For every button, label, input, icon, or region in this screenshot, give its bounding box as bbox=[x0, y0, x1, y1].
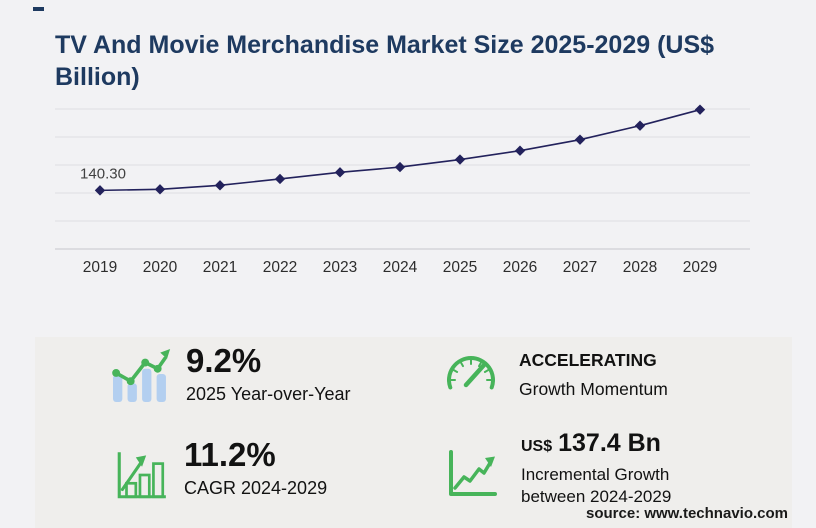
chart-area: 2019 2020 2021 2022 2023 2024 2025 2026 2027 2028… bbox=[0, 80, 816, 280]
svg-text:2025: 2025 bbox=[443, 259, 477, 276]
svg-text:2022: 2022 bbox=[263, 259, 297, 276]
momentum-value: ACCELERATING bbox=[519, 350, 657, 370]
incremental-label-line2: between 2024-2029 bbox=[521, 487, 672, 507]
svg-text:140.30: 140.30 bbox=[80, 165, 126, 182]
svg-text:2021: 2021 bbox=[203, 259, 237, 276]
svg-text:2024: 2024 bbox=[383, 259, 418, 276]
svg-text:2029: 2029 bbox=[683, 259, 717, 276]
growth-bars-icon bbox=[108, 348, 172, 402]
cagr-label: CAGR 2024-2029 bbox=[184, 477, 328, 498]
stat-momentum: ACCELERATING Growth Momentum bbox=[443, 350, 668, 400]
incremental-value: 137.4 Bn bbox=[558, 429, 661, 457]
cagr-value: 11.2% bbox=[184, 436, 276, 473]
incremental-label-line1: Incremental Growth bbox=[521, 464, 670, 484]
logo-fragment bbox=[33, 7, 44, 11]
speedometer-icon bbox=[443, 350, 499, 398]
svg-text:2026: 2026 bbox=[503, 259, 537, 276]
bar-chart-growth-icon bbox=[112, 446, 170, 504]
momentum-label: Growth Momentum bbox=[519, 379, 668, 399]
stat-yoy-growth: 9.2% 2025 Year-over-Year bbox=[108, 342, 351, 405]
svg-text:2028: 2028 bbox=[623, 259, 657, 276]
page-title: TV And Movie Merchandise Market Size 202… bbox=[55, 30, 715, 92]
yoy-value: 9.2% bbox=[186, 342, 262, 379]
source-credit: source: www.technavio.com bbox=[586, 505, 788, 522]
svg-text:2019: 2019 bbox=[83, 259, 117, 276]
svg-text:2023: 2023 bbox=[323, 259, 357, 276]
svg-text:2020: 2020 bbox=[143, 259, 178, 276]
yoy-label: 2025 Year-over-Year bbox=[186, 383, 351, 404]
line-chart-growth-icon bbox=[443, 448, 501, 500]
svg-text:2027: 2027 bbox=[563, 259, 597, 276]
incremental-currency: US$ bbox=[521, 438, 553, 455]
stat-cagr: 11.2% CAGR 2024-2029 bbox=[112, 436, 328, 504]
market-size-chart: 2019 2020 2021 2022 2023 2024 2025 2026 2027 2028… bbox=[55, 104, 750, 276]
stat-incremental-growth: US$ 137.4 Bn Incremental Growth between … bbox=[443, 429, 672, 509]
